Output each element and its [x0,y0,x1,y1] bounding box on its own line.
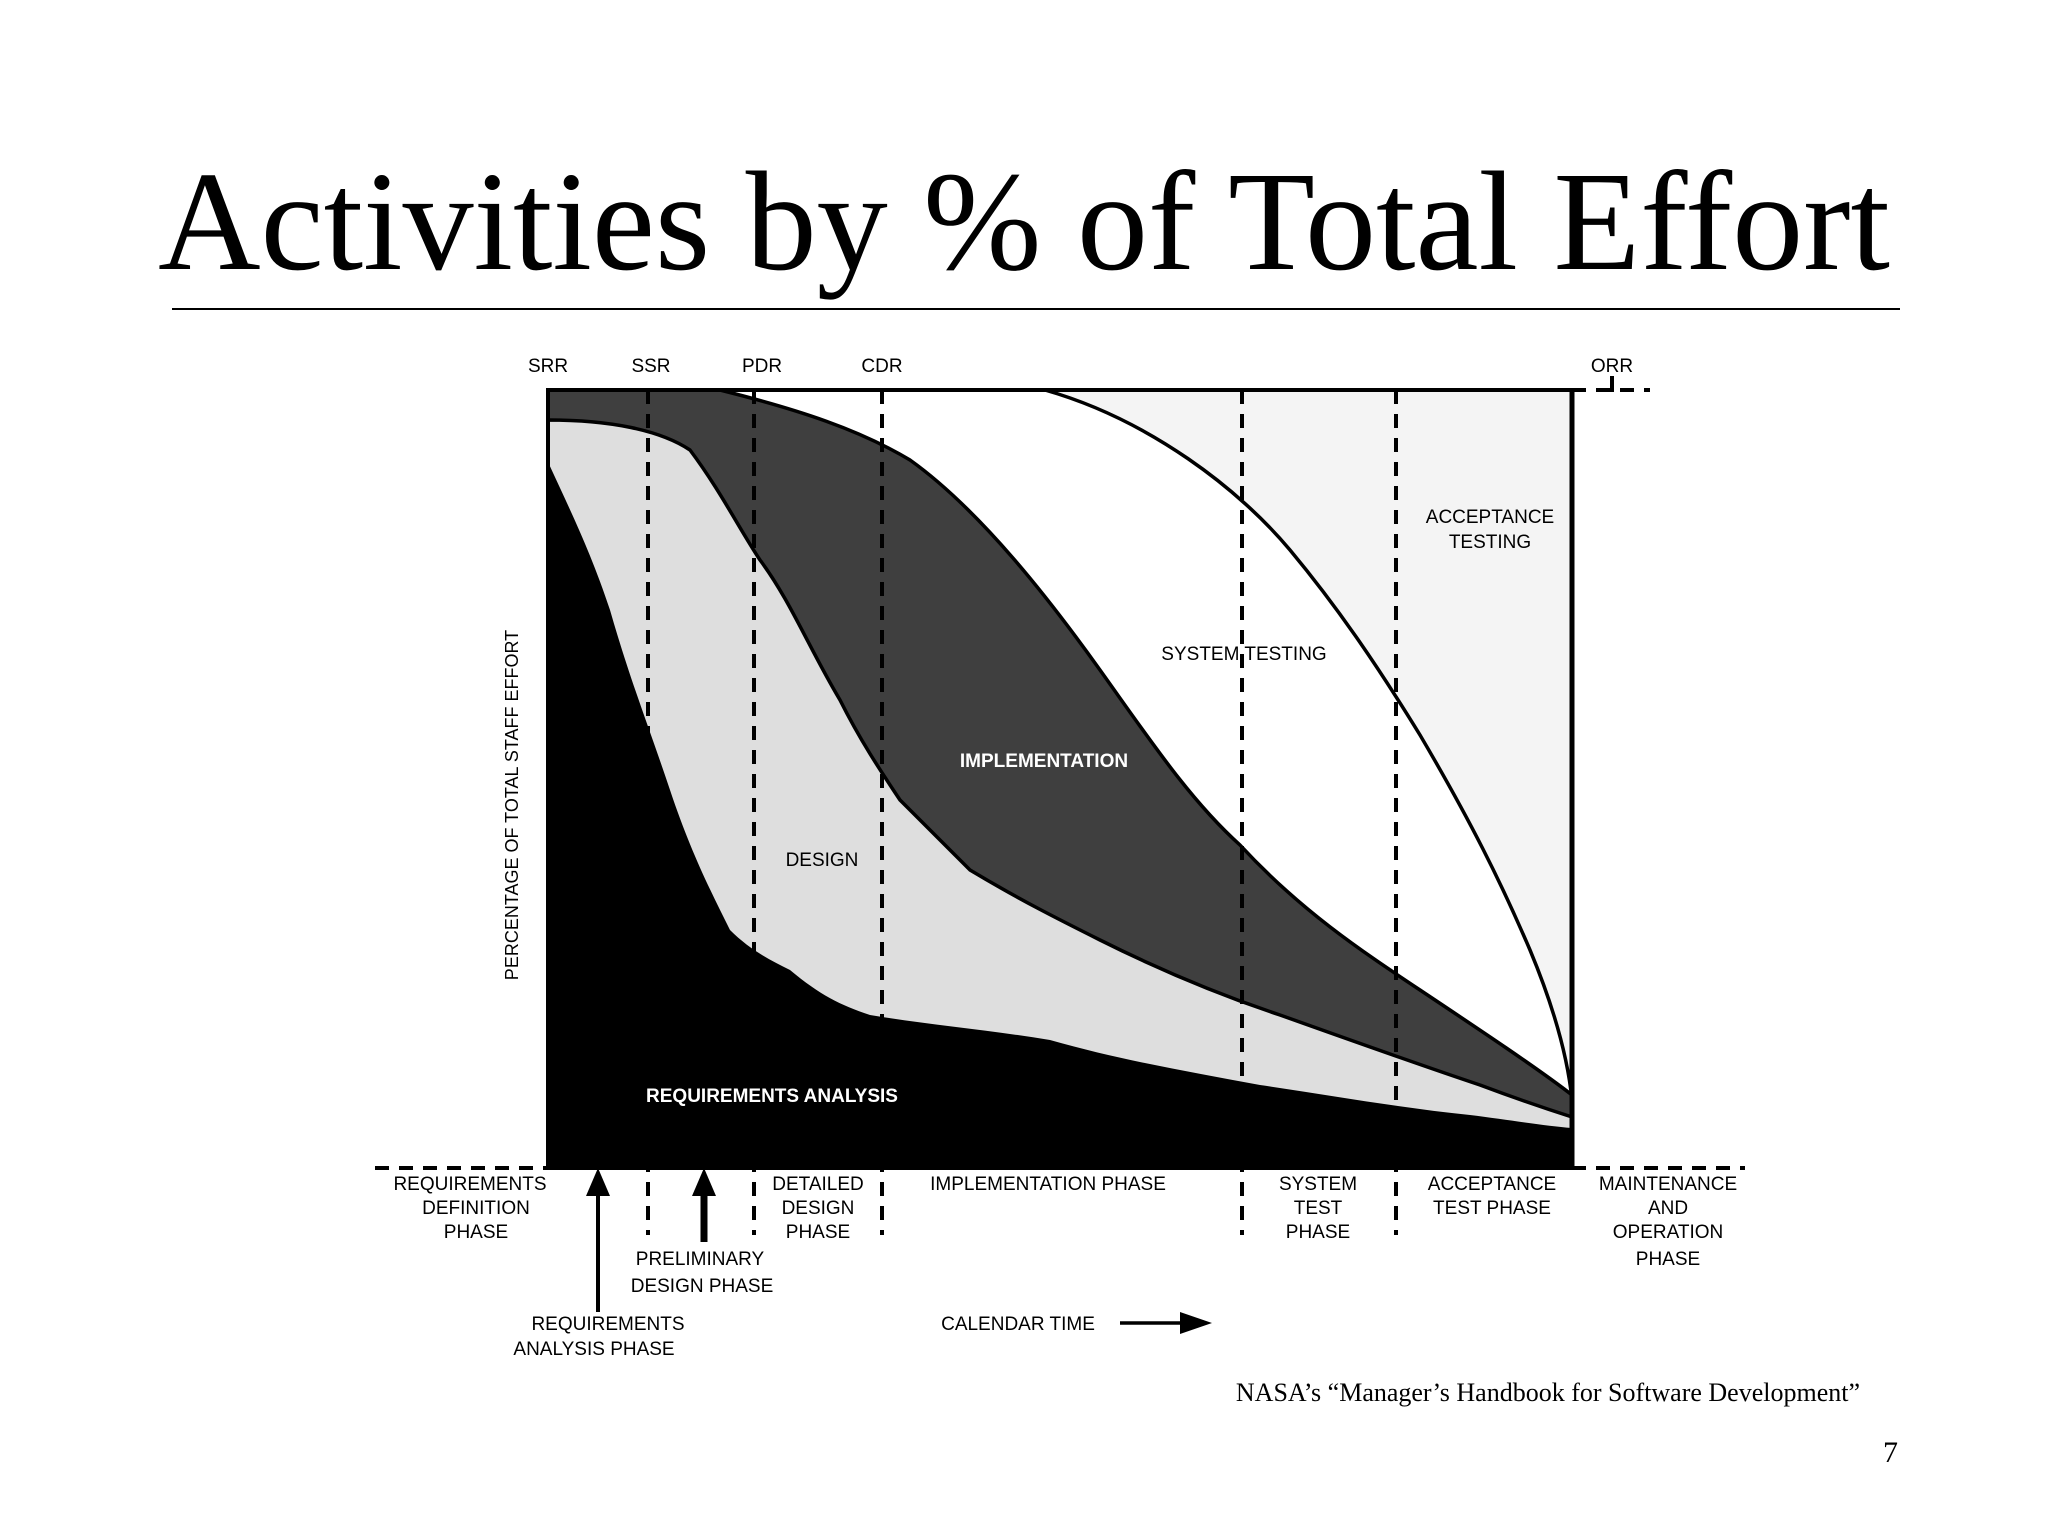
phase-preliminary-design-line1: PRELIMINARY [636,1249,765,1270]
requirements-analysis-band [548,462,1572,1168]
phase-maintenance-line4: PHASE [1636,1249,1700,1270]
phase-acceptance-test-line2: TEST PHASE [1433,1198,1551,1219]
slide-title: Activities by % of Total Effort [158,142,1890,300]
acceptance-testing-label-line1: ACCEPTANCE [1426,507,1554,528]
implementation-label: IMPLEMENTATION [960,751,1128,772]
design-label: DESIGN [786,850,859,871]
title-divider [172,308,1900,310]
x-axis-label: CALENDAR TIME [941,1314,1095,1335]
phase-system-test-line2: TEST [1294,1198,1343,1219]
phase-system-test-line1: SYSTEM [1279,1174,1357,1195]
source-citation: NASA’s “Manager’s Handbook for Software … [1235,1378,1860,1407]
phase-boundaries [375,388,1745,1235]
phase-acceptance-test-line1: ACCEPTANCE [1428,1174,1556,1195]
phase-requirements-definition-line3: PHASE [444,1222,508,1243]
milestone-srr: SRR [528,356,568,377]
phase-maintenance-line2: AND [1648,1198,1688,1219]
phase-requirements-definition-line1: REQUIREMENTS [393,1174,546,1195]
y-axis-label: PERCENTAGE OF TOTAL STAFF EFFORT [502,630,522,980]
phase-requirements-analysis-line2: ANALYSIS PHASE [513,1339,674,1360]
requirements-analysis-label: REQUIREMENTS ANALYSIS [646,1086,898,1107]
calendar-time-arrow [1120,1312,1212,1334]
design-band [546,418,1574,1132]
phase-preliminary-design-line2: DESIGN PHASE [631,1276,774,1297]
system-testing-label: SYSTEM TESTING [1161,644,1326,665]
phase-detailed-design-line2: DESIGN [782,1198,855,1219]
milestone-orr: ORR [1591,356,1633,377]
acceptance-testing-label-line2: TESTING [1449,532,1531,553]
phase-detailed-design-line1: DETAILED [772,1174,864,1195]
phase-maintenance-line1: MAINTENANCE [1599,1174,1737,1195]
phase-requirements-analysis-line1: REQUIREMENTS [531,1314,684,1335]
milestone-ssr: SSR [631,356,670,377]
phase-system-test-line3: PHASE [1286,1222,1350,1243]
phase-requirements-definition-line2: DEFINITION [422,1198,530,1219]
milestone-cdr: CDR [861,356,902,377]
requirements-analysis-arrow [586,1168,610,1312]
milestone-pdr: PDR [742,356,782,377]
phase-maintenance-line3: OPERATION [1613,1222,1724,1243]
phase-detailed-design-line3: PHASE [786,1222,850,1243]
preliminary-design-arrow [692,1168,716,1242]
phase-implementation: IMPLEMENTATION PHASE [930,1174,1166,1195]
page-number: 7 [1883,1436,1898,1469]
